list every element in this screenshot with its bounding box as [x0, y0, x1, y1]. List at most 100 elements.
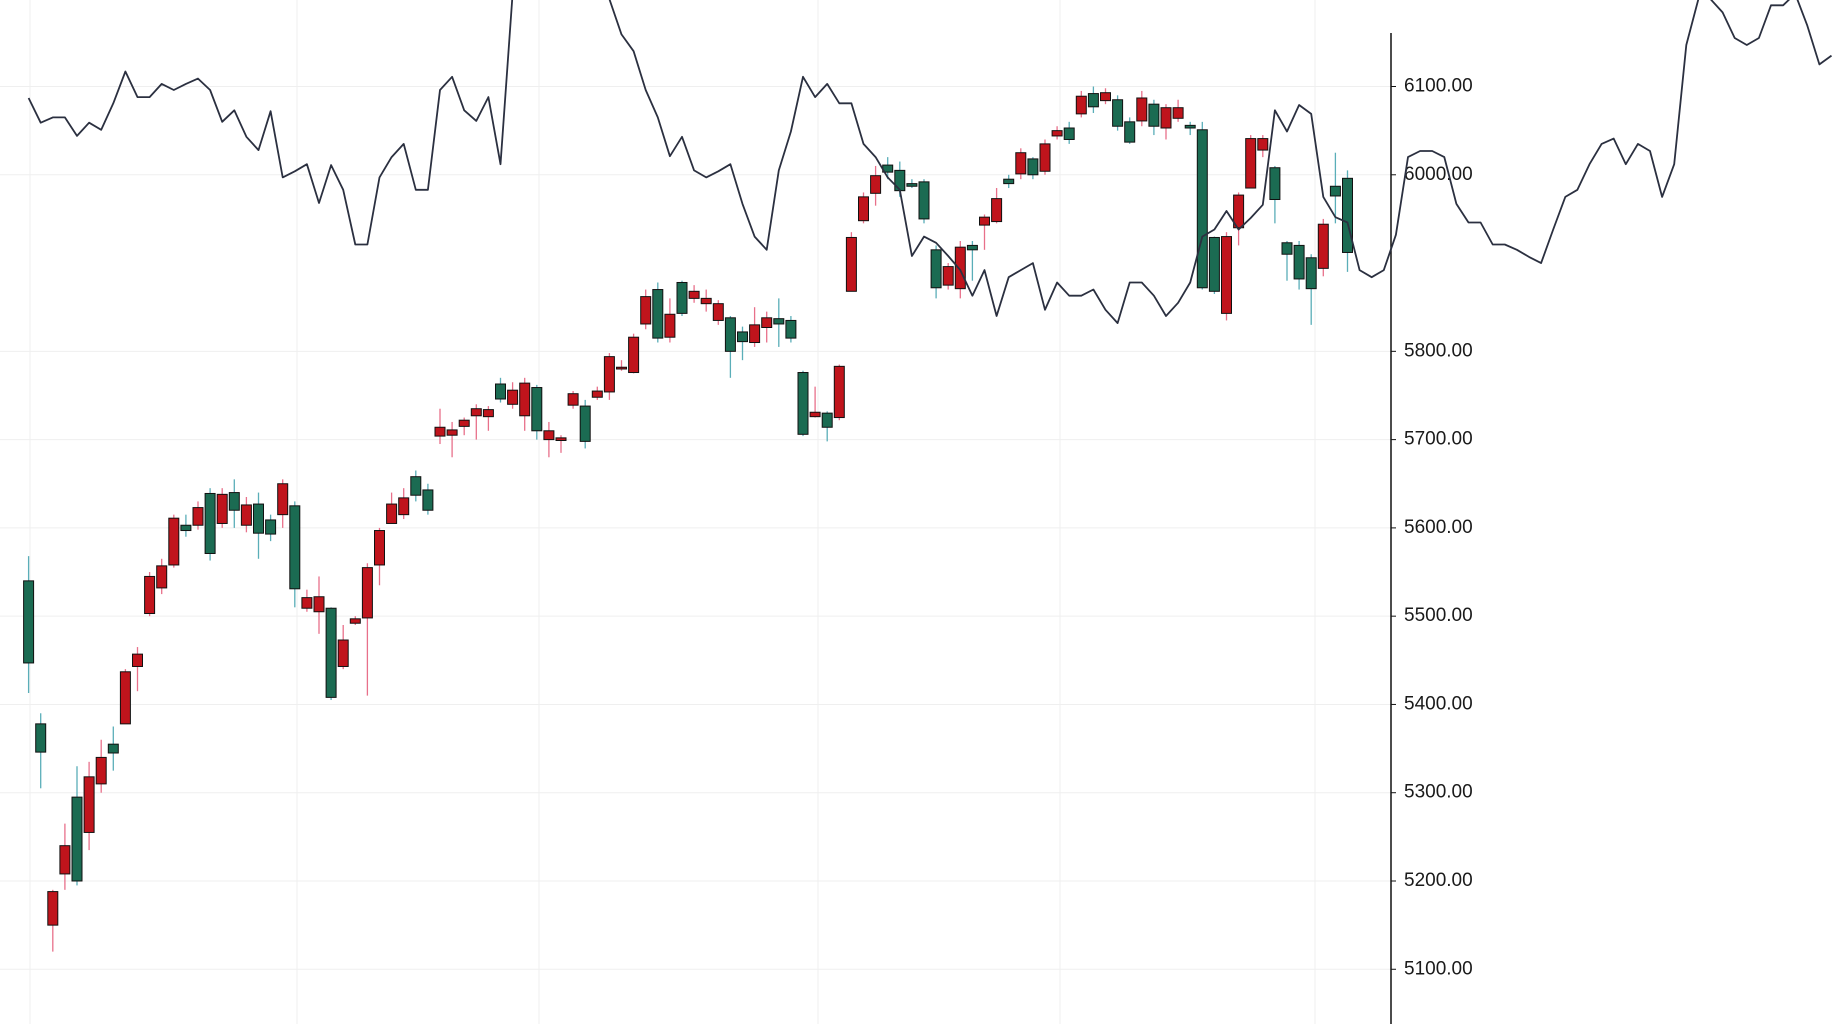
candle-body [23, 580, 35, 664]
candle-body [1100, 92, 1111, 102]
candle-body [204, 492, 216, 554]
candle-body [966, 244, 978, 251]
candle-body [773, 318, 785, 325]
candle-body [1124, 121, 1136, 143]
candle-body [1160, 107, 1172, 129]
candle-body [894, 169, 906, 192]
y-tick-label: 5200.00 [1404, 870, 1473, 891]
candle-body [289, 505, 301, 590]
candle-body [543, 430, 555, 441]
candle-body [1257, 138, 1269, 151]
overlay-line [27, 0, 1833, 325]
candle-body [942, 266, 954, 286]
candle-body [144, 575, 156, 615]
candle-body [1148, 103, 1160, 127]
candle-body [1233, 194, 1245, 229]
candle-body [1136, 97, 1148, 122]
candle-body [337, 639, 349, 667]
candle-body [858, 196, 869, 222]
candle-body [1015, 152, 1027, 175]
candle-body [712, 303, 724, 321]
candle-body [991, 198, 1003, 223]
candle-body [95, 756, 107, 785]
candle-body [83, 776, 95, 833]
candle-body [1087, 93, 1099, 108]
candle-body [240, 504, 252, 526]
candle-body [1063, 127, 1075, 140]
candle-body [918, 181, 930, 220]
candle-body [349, 618, 361, 624]
candle-body [1342, 177, 1353, 253]
candle-body [71, 796, 83, 882]
candle-body [374, 530, 385, 566]
candle-body [132, 653, 143, 667]
candle-body [640, 296, 652, 325]
candle-body [567, 393, 579, 406]
candle-body [495, 383, 506, 400]
y-tick-label: 6000.00 [1404, 164, 1473, 185]
candle-body [325, 607, 337, 698]
candle-body [1317, 223, 1329, 269]
candle-body [386, 503, 398, 524]
candle-body [1039, 143, 1051, 172]
candle-body [954, 246, 966, 290]
candle-body [664, 313, 676, 338]
candle-body [1196, 129, 1208, 289]
candle-body [410, 476, 422, 496]
candle-body [579, 405, 591, 442]
y-tick-label: 5700.00 [1404, 429, 1473, 450]
candle-body [482, 409, 494, 418]
candle-body [1221, 236, 1232, 314]
candle-body [361, 567, 373, 619]
y-tick-label: 5300.00 [1404, 782, 1473, 803]
candle-body [434, 426, 446, 437]
candle-body [797, 372, 809, 435]
candle-body [253, 503, 264, 534]
candle-body [1269, 167, 1281, 201]
candle-body [1329, 185, 1341, 197]
candle-body [470, 408, 482, 417]
candle-body [616, 366, 627, 370]
candle-body [313, 596, 325, 613]
candle-body [47, 891, 59, 926]
candle-body [749, 324, 761, 344]
candle-body [821, 412, 833, 428]
candle-body [507, 389, 519, 405]
candle-body [228, 492, 240, 511]
candle-body [809, 411, 821, 418]
candle-body [555, 437, 567, 441]
candle-body [845, 236, 857, 292]
candle-body [277, 483, 289, 516]
y-tick-label: 5600.00 [1404, 517, 1473, 538]
candle-body [168, 517, 180, 566]
y-tick-label: 5100.00 [1404, 958, 1473, 979]
candle-body [688, 290, 700, 299]
candle-body [1184, 124, 1196, 129]
candle-body [59, 845, 71, 875]
candle-body [700, 297, 712, 305]
candle-body [676, 281, 688, 314]
candle-body [1208, 236, 1220, 292]
candle-body [519, 382, 531, 417]
candle-body [591, 390, 603, 398]
y-tick-label: 5800.00 [1404, 340, 1473, 361]
y-tick-label: 6100.00 [1404, 76, 1473, 97]
candle-body [156, 565, 168, 589]
candle-body [979, 216, 990, 226]
candle-body [119, 671, 131, 725]
candle-body [301, 597, 313, 609]
candle-body [180, 524, 192, 532]
candle-body [531, 387, 543, 432]
candle-body [785, 319, 797, 339]
candle-body [1293, 244, 1305, 280]
candle-body [422, 489, 434, 511]
candle-body [1245, 138, 1257, 189]
candle-body [724, 317, 736, 352]
candle-body [652, 289, 664, 339]
y-tick-label: 5400.00 [1404, 693, 1473, 714]
candle-body [603, 356, 615, 393]
candle-body [1027, 158, 1039, 176]
candle-body [398, 497, 410, 516]
